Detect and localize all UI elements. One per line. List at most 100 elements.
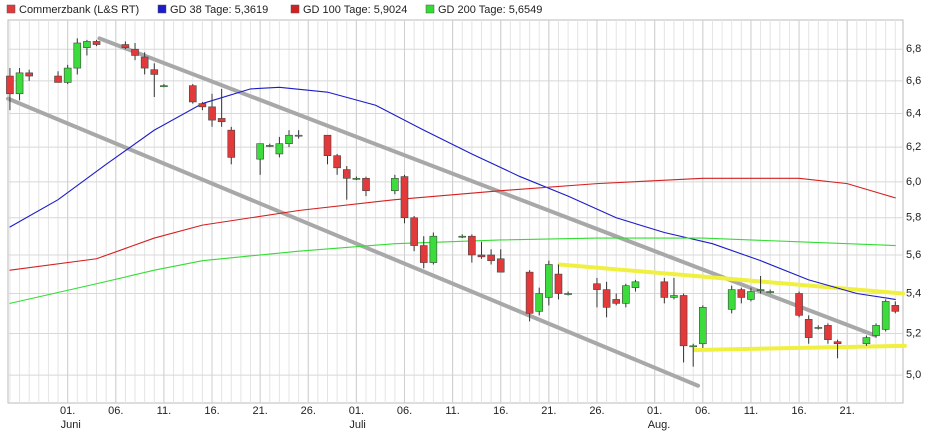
candle-body bbox=[54, 75, 62, 83]
candle-body bbox=[400, 176, 409, 219]
candle-body bbox=[265, 145, 274, 147]
x-tick-label: 26. bbox=[301, 405, 316, 417]
y-tick-label: 5,8 bbox=[906, 212, 921, 224]
candle-body bbox=[814, 327, 823, 329]
candle-body bbox=[689, 345, 698, 348]
candle-body bbox=[25, 72, 33, 77]
candle-body bbox=[477, 254, 486, 258]
x-tick-label: 21. bbox=[541, 405, 556, 417]
candle-body bbox=[275, 143, 284, 155]
candle-body bbox=[804, 319, 813, 338]
candle-body bbox=[679, 295, 688, 347]
y-tick-label: 5,2 bbox=[906, 327, 921, 339]
candle-body bbox=[564, 293, 572, 295]
candle-body bbox=[545, 264, 553, 298]
y-tick-label: 5,4 bbox=[906, 287, 921, 299]
candle-body bbox=[862, 337, 871, 345]
legend-swatch bbox=[6, 4, 16, 14]
candle-body bbox=[217, 118, 226, 123]
legend-swatch bbox=[290, 4, 300, 14]
candle-body bbox=[795, 293, 803, 316]
candle-body bbox=[554, 273, 563, 294]
candle-body bbox=[727, 289, 736, 310]
candle-body bbox=[150, 69, 159, 75]
month-label: Juli bbox=[349, 419, 366, 431]
x-tick-label: 26. bbox=[589, 405, 604, 417]
y-tick-label: 6,6 bbox=[906, 75, 921, 87]
legend-label: Commerzbank (L&S RT) bbox=[19, 4, 139, 16]
x-tick-label: 06. bbox=[695, 405, 710, 417]
candle-body bbox=[593, 283, 601, 290]
plot-area bbox=[7, 19, 904, 404]
x-tick-label: 16. bbox=[791, 405, 806, 417]
x-tick-label: 11. bbox=[744, 405, 758, 417]
candle-body bbox=[131, 48, 139, 56]
candle-body bbox=[881, 301, 890, 330]
x-tick-label: 01. bbox=[60, 405, 75, 417]
y-tick-label: 6,0 bbox=[906, 176, 921, 188]
candle-body bbox=[63, 67, 72, 83]
legend-label: GD 100 Tage: 5,9024 bbox=[303, 4, 407, 16]
candle-body bbox=[83, 41, 91, 48]
candle-body bbox=[699, 307, 707, 345]
candle-body bbox=[140, 56, 149, 69]
candle-body bbox=[362, 178, 370, 192]
candle-body bbox=[342, 169, 351, 179]
candle-body bbox=[458, 235, 467, 238]
trendline bbox=[693, 343, 907, 352]
x-tick-label: 11. bbox=[445, 405, 459, 417]
candle-body bbox=[525, 271, 534, 314]
candle-body bbox=[429, 235, 438, 263]
x-tick-label: 01. bbox=[349, 405, 364, 417]
trendline bbox=[6, 96, 701, 388]
legend-swatch bbox=[157, 4, 167, 14]
trendline bbox=[557, 262, 905, 296]
y-tick-label: 6,4 bbox=[906, 107, 921, 119]
candle-body bbox=[766, 291, 774, 293]
x-tick-label: 21. bbox=[840, 405, 855, 417]
x-tick-label: 16. bbox=[204, 405, 219, 417]
y-tick-label: 6,8 bbox=[906, 43, 921, 55]
candle-body bbox=[419, 245, 428, 263]
moving-average-line bbox=[9, 177, 896, 271]
legend-label: GD 200 Tage: 5,6549 bbox=[438, 4, 542, 16]
trendline bbox=[97, 36, 878, 338]
candle-body bbox=[15, 72, 24, 95]
candle-body bbox=[333, 155, 341, 169]
candle-body bbox=[73, 42, 82, 69]
x-tick-label: 06. bbox=[397, 405, 412, 417]
candle-body bbox=[602, 289, 611, 308]
candle-body bbox=[891, 305, 900, 312]
candle-body bbox=[631, 281, 640, 288]
y-tick-label: 5,6 bbox=[906, 249, 921, 261]
x-tick-label: 01. bbox=[647, 405, 662, 417]
month-label: Aug. bbox=[648, 419, 671, 431]
candle-body bbox=[160, 85, 168, 87]
candle-body bbox=[496, 258, 505, 273]
candle-body bbox=[121, 44, 130, 48]
candle-body bbox=[756, 289, 765, 291]
candle-body bbox=[737, 289, 746, 298]
candle-body bbox=[612, 299, 621, 304]
legend-swatch bbox=[425, 4, 435, 14]
candle-body bbox=[660, 281, 669, 298]
month-label: Juni bbox=[61, 419, 81, 431]
x-tick-label: 06. bbox=[108, 405, 123, 417]
candle-body bbox=[256, 143, 264, 160]
candle-body bbox=[410, 217, 418, 246]
candle-body bbox=[622, 285, 630, 304]
moving-average-line bbox=[9, 237, 896, 304]
candle-body bbox=[227, 129, 236, 158]
candle-body bbox=[468, 235, 476, 256]
candle-body bbox=[747, 291, 755, 300]
candle-body bbox=[352, 178, 361, 180]
candle-body bbox=[670, 295, 678, 298]
candle-body bbox=[824, 325, 832, 340]
x-tick-label: 11. bbox=[157, 405, 171, 417]
candle-body bbox=[208, 106, 216, 121]
candle-body bbox=[92, 41, 101, 45]
candle-body bbox=[188, 85, 197, 103]
y-tick-label: 5,0 bbox=[906, 369, 921, 381]
moving-average-line bbox=[9, 86, 896, 300]
